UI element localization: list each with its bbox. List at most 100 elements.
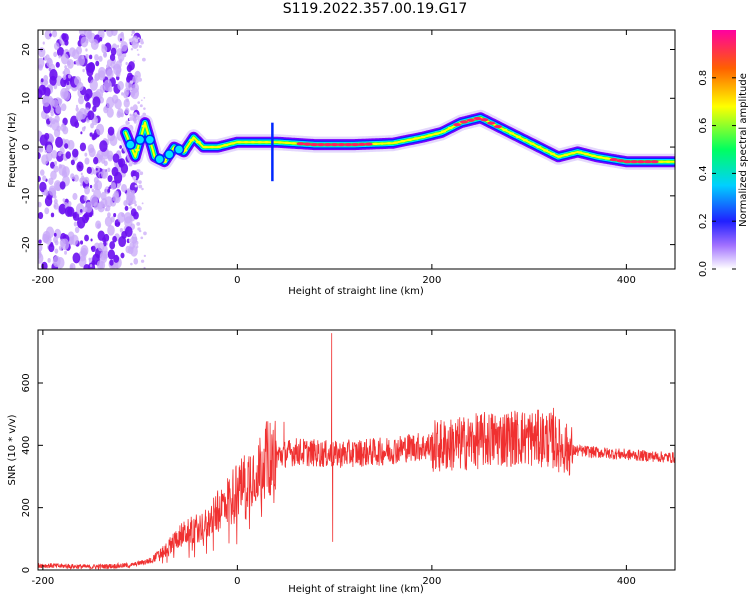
ridge-peak (264, 140, 270, 144)
noise-blob (38, 88, 43, 100)
noise-blob (87, 62, 96, 74)
noise-blob (107, 167, 111, 173)
noise-dot (143, 254, 147, 258)
noise-blob (99, 36, 103, 42)
noise-dot (130, 106, 135, 111)
ridge-peak (236, 140, 242, 144)
noise-blob (72, 252, 81, 264)
noise-blob (44, 149, 47, 153)
ridge-peak (195, 140, 201, 144)
ridge-peak (357, 142, 366, 146)
spectrogram-frame (37, 29, 676, 270)
ridge-peak (413, 137, 419, 140)
noise-blob (38, 239, 42, 244)
noise-blob (123, 90, 129, 99)
noise-dot (137, 227, 141, 231)
noise-blob (104, 207, 108, 212)
ridge-peak (623, 160, 632, 164)
noise-blob (65, 151, 71, 159)
ridge-peak (393, 141, 399, 144)
noise-blob (55, 105, 62, 114)
noise-blob (62, 75, 67, 81)
ridge-peak (447, 126, 453, 130)
noise-blob (119, 182, 122, 186)
noise-blob (110, 182, 117, 190)
noise-blob (95, 60, 100, 67)
noise-blob (95, 123, 105, 136)
noise-dot (133, 179, 137, 183)
noise-blob (58, 54, 61, 59)
colorbar-tick-label: 0.0 (698, 261, 709, 277)
noise-dot (143, 266, 146, 269)
noise-blob (47, 258, 51, 263)
noise-blob (80, 247, 88, 257)
noise-blob (55, 61, 60, 68)
snr-y-axis-label: SNR (10 * v/v) (7, 414, 18, 485)
ridge-peak (250, 140, 256, 144)
noise-dot (130, 33, 133, 36)
noise-blob (98, 55, 103, 62)
noise-blob (54, 161, 58, 166)
noise-blob (117, 222, 120, 226)
ridge-peak (577, 151, 583, 154)
noise-dot (140, 259, 145, 263)
noise-blob (125, 120, 129, 126)
noise-blob (89, 194, 99, 207)
noise-dot (132, 176, 137, 180)
noise-blob (38, 152, 41, 160)
ridge-peak (556, 155, 562, 158)
noise-blob (85, 48, 88, 52)
noise-dot (128, 238, 133, 243)
noise-blob (86, 31, 93, 40)
noise-blob (126, 64, 133, 73)
noise-blob (135, 240, 139, 246)
ridge-peak (434, 132, 440, 135)
noise-blob (60, 87, 69, 100)
noise-blob (117, 44, 120, 48)
noise-dot (139, 38, 144, 43)
noise-blob (92, 96, 101, 108)
ridge-peak (303, 142, 312, 146)
noise-dot (138, 184, 143, 189)
noise-blob (42, 41, 45, 45)
noise-blob (114, 222, 118, 226)
noise-blob (84, 157, 90, 165)
noise-blob (106, 59, 113, 67)
ridge-peak (379, 142, 385, 145)
spectrogram-x-tick-label: 200 (422, 275, 441, 286)
noise-blob (38, 201, 42, 208)
ridge-blob (154, 154, 165, 165)
noise-blob (73, 221, 78, 227)
noise-dot (131, 39, 134, 41)
snr-frame (37, 329, 676, 571)
noise-blob (38, 57, 45, 69)
ridge-peak (502, 128, 508, 132)
noise-blob (72, 212, 77, 219)
noise-blob (76, 216, 86, 229)
noise-blob (74, 226, 80, 234)
noise-dot (141, 57, 146, 62)
spectrogram-y-tick-label: -10 (21, 188, 32, 204)
noise-blob (88, 212, 93, 218)
noise-blob (113, 254, 120, 263)
noise-blob (99, 250, 107, 261)
noise-blob (72, 192, 78, 201)
noise-blob (103, 106, 109, 114)
ridge-peak (563, 153, 569, 157)
noise-blob (107, 249, 116, 260)
spectrogram-y-tick-label: -20 (21, 236, 32, 252)
noise-blob (49, 33, 52, 37)
noise-blob (107, 188, 111, 193)
noise-blob (61, 123, 65, 127)
ridge-peak (604, 157, 610, 160)
noise-blob (78, 96, 84, 105)
ridge-blob (144, 134, 156, 145)
noise-blob (109, 53, 116, 62)
noise-blob (67, 139, 75, 151)
noise-blob (126, 75, 131, 83)
noise-blob (61, 238, 70, 251)
noise-blob (107, 225, 115, 236)
spectrogram-noise-region (38, 30, 147, 269)
noise-blob (107, 212, 111, 218)
